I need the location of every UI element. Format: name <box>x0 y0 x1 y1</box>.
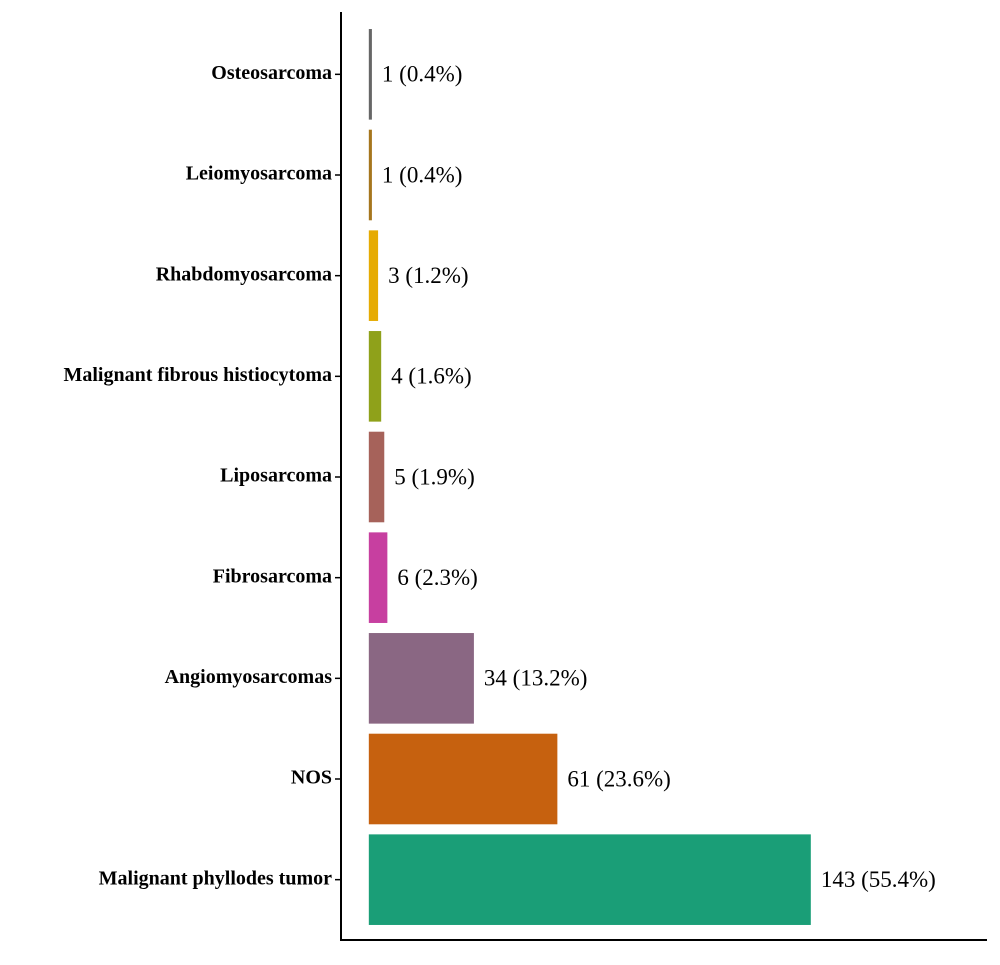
value-label: 6 (2.3%) <box>397 565 477 590</box>
bar <box>368 633 474 724</box>
bar <box>368 230 379 321</box>
y-tick-label: Fibrosarcoma <box>213 565 332 587</box>
y-tick-label: Malignant fibrous histiocytoma <box>63 364 332 386</box>
bar <box>368 129 372 221</box>
bar <box>368 733 558 825</box>
value-label: 61 (23.6%) <box>567 766 670 791</box>
y-tick-label: Leiomyosarcoma <box>186 163 332 185</box>
value-label: 1 (0.4%) <box>382 62 462 87</box>
y-tick-label: NOS <box>291 767 332 789</box>
value-label: 1 (0.4%) <box>382 162 462 187</box>
bar <box>368 331 382 422</box>
value-label: 3 (1.2%) <box>388 263 468 288</box>
value-label: 5 (1.9%) <box>394 464 474 489</box>
y-tick-label: Osteosarcoma <box>211 62 332 84</box>
value-label: 34 (13.2%) <box>484 666 587 691</box>
y-tick-label: Malignant phyllodes tumor <box>99 867 332 889</box>
y-tick-label: Liposarcoma <box>220 465 332 487</box>
bar <box>368 29 372 120</box>
value-label: 143 (55.4%) <box>821 867 936 892</box>
value-label: 4 (1.6%) <box>391 364 471 389</box>
bar <box>368 431 385 523</box>
y-tick-label: Angiomyosarcomas <box>165 666 333 688</box>
y-tick-label: Rhabdomyosarcoma <box>156 263 332 285</box>
bar <box>368 834 811 925</box>
bar <box>368 532 388 623</box>
